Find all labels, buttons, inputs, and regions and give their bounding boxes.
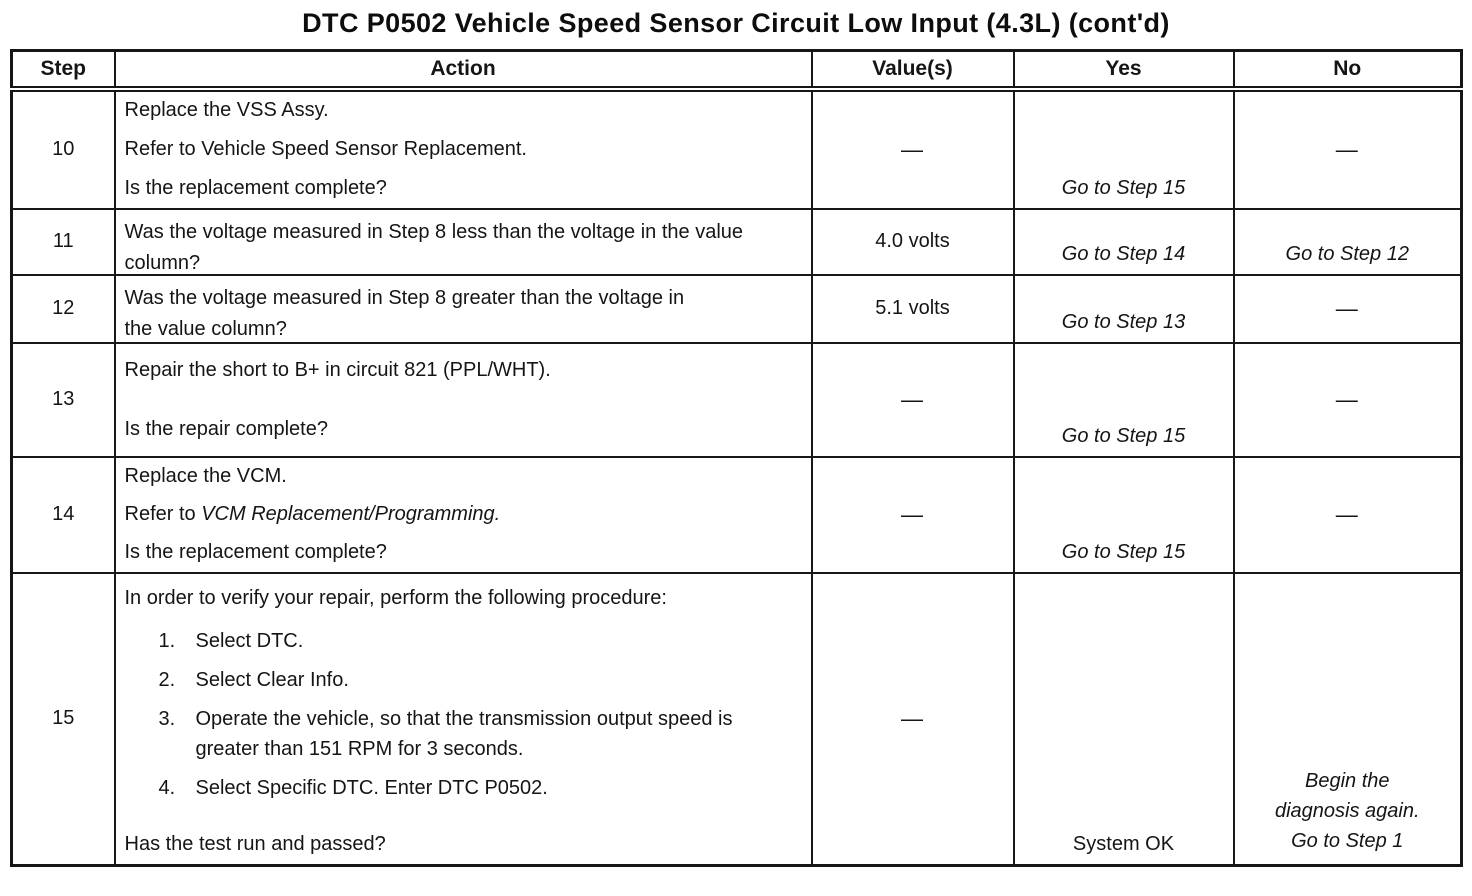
action-line: Refer to Vehicle Speed Sensor Replacemen… [124,137,527,160]
value-dash: — [901,136,924,162]
step-cell: 15 [10,571,116,866]
column-header-action: Action [113,49,813,92]
action-line: Repair the short to B+ in circuit 821 (P… [124,358,551,381]
table-row-step-10: 10 Replace the VSS Assy. Refer to Vehicl… [10,87,1463,210]
procedure-list: 1. Select DTC. 2. Select Clear Info. 3. … [125,626,805,812]
action-text-prefix: Refer to [124,503,202,525]
value-text: 4.0 volts [875,230,950,252]
no-dash: — [1335,295,1359,321]
action-text-reference: VCM Replacement/Programming. [201,503,501,525]
go-to-step-text: Go to Step 15 [1061,176,1186,199]
action-cell: Was the voltage measured in Step 8 less … [113,207,813,276]
list-item-number: 4. [158,776,176,799]
no-cell: Begin the diagnosis again. Go to Step 1 [1232,571,1463,866]
action-line: Replace the VCM. [124,465,287,487]
no-cell: — [1232,455,1463,574]
no-dash: — [1335,136,1359,162]
action-line: Is the repair complete? [124,417,328,440]
go-to-step-text: Go to Step 12 [1285,242,1409,265]
dtc-table: Step Action Value(s) Yes No 10 Replace t… [10,49,1463,867]
action-text: Was the voltage measured in Step 8 great… [124,286,685,340]
column-header-no: No [1232,49,1463,92]
no-dash: — [1335,501,1359,527]
no-cell: Go to Step 12 [1232,207,1463,276]
no-dash: — [1335,386,1359,412]
no-cell: — [1232,87,1463,210]
list-item: 1. Select DTC. [125,626,805,656]
step-cell: 14 [10,455,116,574]
list-item-number: 3. [158,707,176,730]
value-cell: — [810,341,1015,458]
no-cell: — [1232,273,1463,344]
header-row: Step Action Value(s) Yes No [10,49,1463,92]
step-cell: 10 [10,87,116,210]
list-item-number: 2. [158,668,176,691]
step-cell: 12 [10,273,116,344]
yes-cell: Go to Step 15 [1012,455,1235,574]
list-item-text: Operate the vehicle, so that the transmi… [195,707,733,760]
value-dash: — [901,705,924,731]
go-to-step-text: Go to Step 15 [1061,424,1186,447]
column-header-step: Step [10,49,116,92]
step-number: 10 [52,138,75,160]
step-number: 11 [52,230,74,252]
action-cell: Repair the short to B+ in circuit 821 (P… [113,341,813,458]
list-item-text: Select Specific DTC. Enter DTC P0502. [195,776,548,799]
action-line: Is the replacement complete? [124,176,387,199]
column-header-yes: Yes [1012,49,1235,92]
value-cell: 4.0 volts [810,207,1015,276]
step-number: 14 [52,503,75,525]
list-item: 2. Select Clear Info. [125,665,805,695]
value-cell: — [810,571,1015,866]
document-page: DTC P0502 Vehicle Speed Sensor Circuit L… [10,8,1463,867]
go-to-step-text: Go to Step 15 [1061,540,1186,563]
list-item-text: Select DTC. [195,629,304,652]
list-item: 4. Select Specific DTC. Enter DTC P0502. [125,773,805,803]
yes-cell: System OK [1012,571,1235,866]
page-title: DTC P0502 Vehicle Speed Sensor Circuit L… [302,8,1170,38]
step-cell: 11 [10,207,116,276]
action-cell: Replace the VSS Assy. Refer to Vehicle S… [113,87,813,210]
value-dash: — [901,501,924,527]
yes-cell: Go to Step 14 [1012,207,1235,276]
table-row-step-12: 12 Was the voltage measured in Step 8 gr… [10,273,1463,344]
go-to-step-text: Go to Step 14 [1061,242,1186,265]
table-row-step-14: 14 Replace the VCM. Refer to VCM Replace… [10,455,1463,574]
step-number: 12 [52,297,75,319]
value-text: 5.1 volts [875,297,950,319]
action-intro: In order to verify your repair, perform … [124,586,667,609]
action-question: Has the test run and passed? [124,832,386,855]
action-cell: Was the voltage measured in Step 8 great… [113,273,813,344]
action-line: Refer to VCM Replacement/Programming. [125,502,805,527]
value-cell: 5.1 volts [810,273,1015,344]
table-row-step-11: 11 Was the voltage measured in Step 8 le… [10,207,1463,276]
action-line: Replace the VSS Assy. [124,99,329,122]
yes-cell: Go to Step 15 [1012,87,1235,210]
value-cell: — [810,455,1015,574]
value-cell: — [810,87,1015,210]
action-line: Is the replacement complete? [124,541,387,563]
column-header-values: Value(s) [810,49,1015,92]
go-to-step-text: Go to Step 13 [1061,310,1186,333]
step-cell: 13 [10,341,116,458]
table-row-step-13: 13 Repair the short to B+ in circuit 821… [10,341,1463,458]
action-cell: Replace the VCM. Refer to VCM Replacemen… [113,455,813,574]
list-item: 3. Operate the vehicle, so that the tran… [125,704,805,764]
system-ok-text: System OK [1072,832,1175,855]
no-cell: — [1232,341,1463,458]
action-text: Was the voltage measured in Step 8 less … [124,220,744,274]
value-dash: — [901,386,924,412]
yes-cell: Go to Step 13 [1012,273,1235,344]
go-to-step-text: Begin the diagnosis again. Go to Step 1 [1274,769,1420,852]
step-number: 13 [52,388,75,410]
action-cell: In order to verify your repair, perform … [113,571,813,866]
table-row-step-15: 15 In order to verify your repair, perfo… [10,571,1463,866]
list-item-number: 1. [158,629,176,652]
yes-cell: Go to Step 15 [1012,341,1235,458]
step-number: 15 [52,707,75,729]
list-item-text: Select Clear Info. [195,668,349,691]
